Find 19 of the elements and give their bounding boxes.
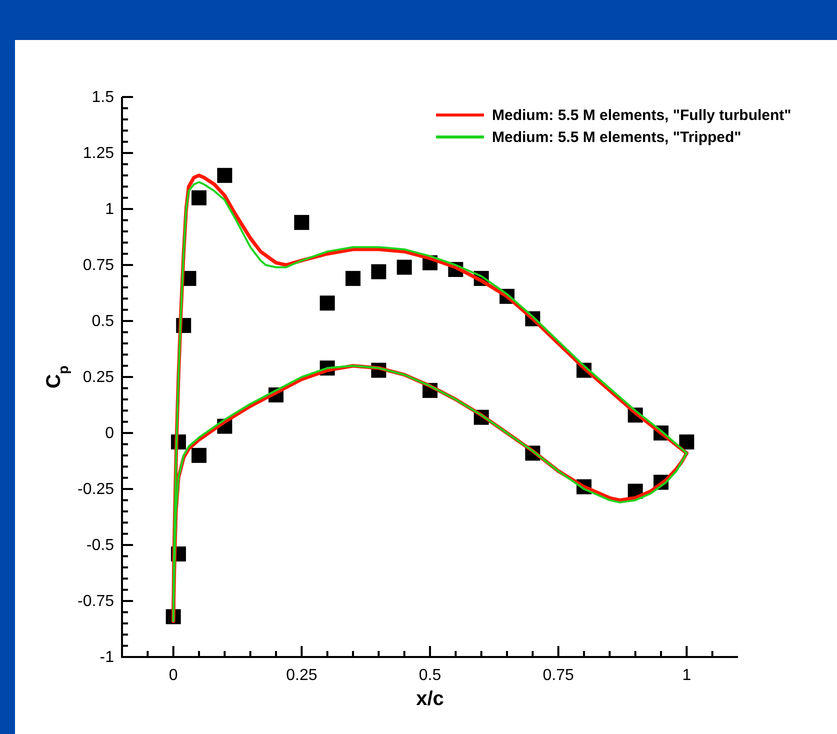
x-tick-label: 1 <box>682 667 692 684</box>
y-tick-label: -1 <box>100 649 114 666</box>
y-tick-label: 1 <box>105 201 114 218</box>
x-axis-title: x/c <box>416 688 444 710</box>
legend-label: Medium: 5.5 M elements, "Tripped" <box>492 129 742 146</box>
x-tick-label: 0.5 <box>418 667 442 684</box>
x-tick-label: 0.75 <box>542 667 574 684</box>
x-tick-label: 0 <box>168 667 178 684</box>
x-tick-label: 0.25 <box>286 667 318 684</box>
y-tick-label: -0.5 <box>86 537 114 554</box>
y-tick-label: 0.25 <box>82 369 114 386</box>
y-tick-label: 0 <box>105 425 114 442</box>
y-tick-label: 0.75 <box>82 257 114 274</box>
legend-label: Medium: 5.5 M elements, "Fully turbulent" <box>492 107 792 124</box>
y-tick-label: 0.5 <box>92 313 114 330</box>
y-tick-label: 1.25 <box>82 145 114 162</box>
y-tick-label: -0.75 <box>78 593 114 610</box>
y-tick-label: 1.5 <box>92 89 114 106</box>
y-tick-label: -0.25 <box>78 481 114 498</box>
